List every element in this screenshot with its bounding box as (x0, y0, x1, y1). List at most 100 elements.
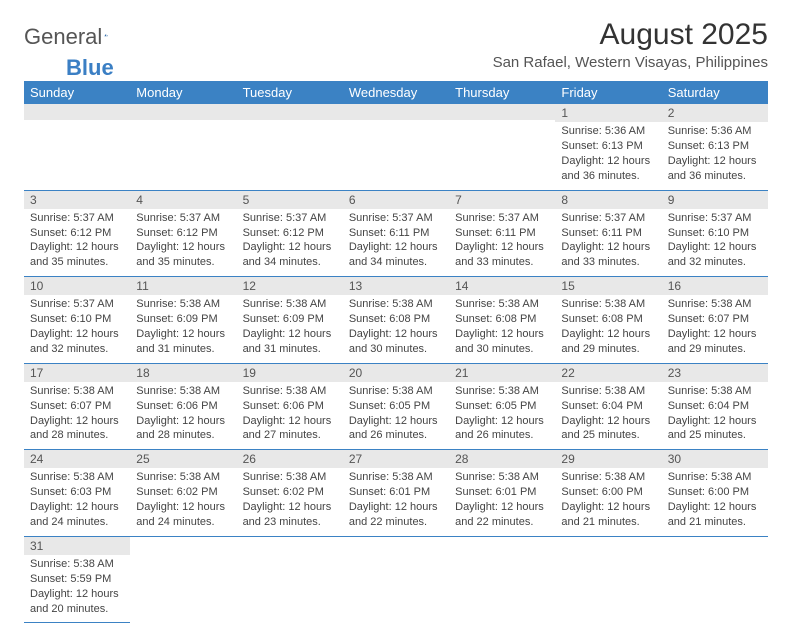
calendar-day-cell: 10Sunrise: 5:37 AMSunset: 6:10 PMDayligh… (24, 277, 130, 364)
day-body: Sunrise: 5:38 AMSunset: 6:01 PMDaylight:… (343, 468, 449, 535)
daylight-line: Daylight: 12 hours and 33 minutes. (561, 240, 655, 270)
page-title: August 2025 (493, 18, 768, 52)
day-body: Sunrise: 5:37 AMSunset: 6:12 PMDaylight:… (24, 209, 130, 276)
sunset-line: Sunset: 6:02 PM (136, 485, 230, 500)
sunset-line: Sunset: 6:13 PM (561, 139, 655, 154)
day-body: Sunrise: 5:37 AMSunset: 6:11 PMDaylight:… (555, 209, 661, 276)
daylight-line: Daylight: 12 hours and 34 minutes. (243, 240, 337, 270)
sunset-line: Sunset: 6:10 PM (668, 226, 762, 241)
day-number: 14 (449, 277, 555, 295)
calendar-day-cell: 23Sunrise: 5:38 AMSunset: 6:04 PMDayligh… (662, 363, 768, 450)
calendar-day-cell: 9Sunrise: 5:37 AMSunset: 6:10 PMDaylight… (662, 190, 768, 277)
weekday-header: Wednesday (343, 81, 449, 104)
daylight-line: Daylight: 12 hours and 32 minutes. (30, 327, 124, 357)
sunset-line: Sunset: 6:06 PM (243, 399, 337, 414)
day-number: 5 (237, 191, 343, 209)
sunrise-line: Sunrise: 5:38 AM (455, 470, 549, 485)
day-body: Sunrise: 5:38 AMSunset: 6:04 PMDaylight:… (662, 382, 768, 449)
calendar-body: 1Sunrise: 5:36 AMSunset: 6:13 PMDaylight… (24, 104, 768, 623)
sunrise-line: Sunrise: 5:38 AM (561, 297, 655, 312)
day-body: Sunrise: 5:37 AMSunset: 6:12 PMDaylight:… (237, 209, 343, 276)
sunset-line: Sunset: 6:12 PM (243, 226, 337, 241)
weekday-header: Thursday (449, 81, 555, 104)
daylight-line: Daylight: 12 hours and 22 minutes. (455, 500, 549, 530)
daylight-line: Daylight: 12 hours and 31 minutes. (243, 327, 337, 357)
sunset-line: Sunset: 6:08 PM (349, 312, 443, 327)
day-number: 29 (555, 450, 661, 468)
day-body: Sunrise: 5:38 AMSunset: 6:03 PMDaylight:… (24, 468, 130, 535)
calendar-day-cell: 29Sunrise: 5:38 AMSunset: 6:00 PMDayligh… (555, 450, 661, 537)
calendar-day-cell: 27Sunrise: 5:38 AMSunset: 6:01 PMDayligh… (343, 450, 449, 537)
day-number: 16 (662, 277, 768, 295)
weekday-header: Monday (130, 81, 236, 104)
sunset-line: Sunset: 6:01 PM (349, 485, 443, 500)
day-number: 3 (24, 191, 130, 209)
day-body: Sunrise: 5:38 AMSunset: 6:06 PMDaylight:… (130, 382, 236, 449)
calendar-empty-cell (662, 536, 768, 623)
sunset-line: Sunset: 6:09 PM (136, 312, 230, 327)
day-body: Sunrise: 5:38 AMSunset: 6:02 PMDaylight:… (237, 468, 343, 535)
calendar-day-cell: 12Sunrise: 5:38 AMSunset: 6:09 PMDayligh… (237, 277, 343, 364)
weekday-header-row: SundayMondayTuesdayWednesdayThursdayFrid… (24, 81, 768, 104)
calendar-day-cell: 24Sunrise: 5:38 AMSunset: 6:03 PMDayligh… (24, 450, 130, 537)
sunset-line: Sunset: 6:04 PM (668, 399, 762, 414)
sunrise-line: Sunrise: 5:38 AM (349, 470, 443, 485)
logo: General (24, 18, 126, 50)
day-number: 23 (662, 364, 768, 382)
calendar-day-cell: 5Sunrise: 5:37 AMSunset: 6:12 PMDaylight… (237, 190, 343, 277)
sunrise-line: Sunrise: 5:38 AM (668, 470, 762, 485)
day-body: Sunrise: 5:38 AMSunset: 6:00 PMDaylight:… (555, 468, 661, 535)
day-body: Sunrise: 5:38 AMSunset: 6:06 PMDaylight:… (237, 382, 343, 449)
daylight-line: Daylight: 12 hours and 29 minutes. (561, 327, 655, 357)
sunset-line: Sunset: 6:08 PM (455, 312, 549, 327)
sunrise-line: Sunrise: 5:38 AM (455, 297, 549, 312)
calendar-empty-cell (237, 536, 343, 623)
sunset-line: Sunset: 6:11 PM (455, 226, 549, 241)
calendar-day-cell: 20Sunrise: 5:38 AMSunset: 6:05 PMDayligh… (343, 363, 449, 450)
sunrise-line: Sunrise: 5:38 AM (243, 384, 337, 399)
sunrise-line: Sunrise: 5:37 AM (455, 211, 549, 226)
calendar-empty-cell (343, 104, 449, 190)
sunset-line: Sunset: 6:10 PM (30, 312, 124, 327)
daylight-line: Daylight: 12 hours and 25 minutes. (668, 414, 762, 444)
daylight-line: Daylight: 12 hours and 21 minutes. (561, 500, 655, 530)
day-number: 30 (662, 450, 768, 468)
day-body: Sunrise: 5:37 AMSunset: 6:11 PMDaylight:… (343, 209, 449, 276)
day-number: 2 (662, 104, 768, 122)
sunset-line: Sunset: 6:06 PM (136, 399, 230, 414)
day-body: Sunrise: 5:38 AMSunset: 6:04 PMDaylight:… (555, 382, 661, 449)
calendar-day-cell: 13Sunrise: 5:38 AMSunset: 6:08 PMDayligh… (343, 277, 449, 364)
day-body: Sunrise: 5:37 AMSunset: 6:11 PMDaylight:… (449, 209, 555, 276)
calendar-week-row: 17Sunrise: 5:38 AMSunset: 6:07 PMDayligh… (24, 363, 768, 450)
daylight-line: Daylight: 12 hours and 25 minutes. (561, 414, 655, 444)
day-body: Sunrise: 5:38 AMSunset: 5:59 PMDaylight:… (24, 555, 130, 622)
day-number: 6 (343, 191, 449, 209)
sunrise-line: Sunrise: 5:38 AM (136, 297, 230, 312)
sunset-line: Sunset: 6:05 PM (349, 399, 443, 414)
calendar-day-cell: 28Sunrise: 5:38 AMSunset: 6:01 PMDayligh… (449, 450, 555, 537)
day-number: 8 (555, 191, 661, 209)
day-number: 17 (24, 364, 130, 382)
daylight-line: Daylight: 12 hours and 22 minutes. (349, 500, 443, 530)
sunrise-line: Sunrise: 5:38 AM (30, 384, 124, 399)
calendar-day-cell: 14Sunrise: 5:38 AMSunset: 6:08 PMDayligh… (449, 277, 555, 364)
sunrise-line: Sunrise: 5:37 AM (561, 211, 655, 226)
day-number: 11 (130, 277, 236, 295)
calendar-day-cell: 18Sunrise: 5:38 AMSunset: 6:06 PMDayligh… (130, 363, 236, 450)
sunrise-line: Sunrise: 5:38 AM (668, 297, 762, 312)
calendar-empty-cell (130, 536, 236, 623)
day-number: 13 (343, 277, 449, 295)
day-number: 27 (343, 450, 449, 468)
daylight-line: Daylight: 12 hours and 28 minutes. (30, 414, 124, 444)
day-number: 7 (449, 191, 555, 209)
daylight-line: Daylight: 12 hours and 31 minutes. (136, 327, 230, 357)
day-body: Sunrise: 5:38 AMSunset: 6:08 PMDaylight:… (555, 295, 661, 362)
sunrise-line: Sunrise: 5:36 AM (561, 124, 655, 139)
calendar-empty-cell (237, 104, 343, 190)
day-number: 22 (555, 364, 661, 382)
daylight-line: Daylight: 12 hours and 23 minutes. (243, 500, 337, 530)
day-number: 9 (662, 191, 768, 209)
sunset-line: Sunset: 6:00 PM (668, 485, 762, 500)
daylight-line: Daylight: 12 hours and 34 minutes. (349, 240, 443, 270)
day-number: 18 (130, 364, 236, 382)
